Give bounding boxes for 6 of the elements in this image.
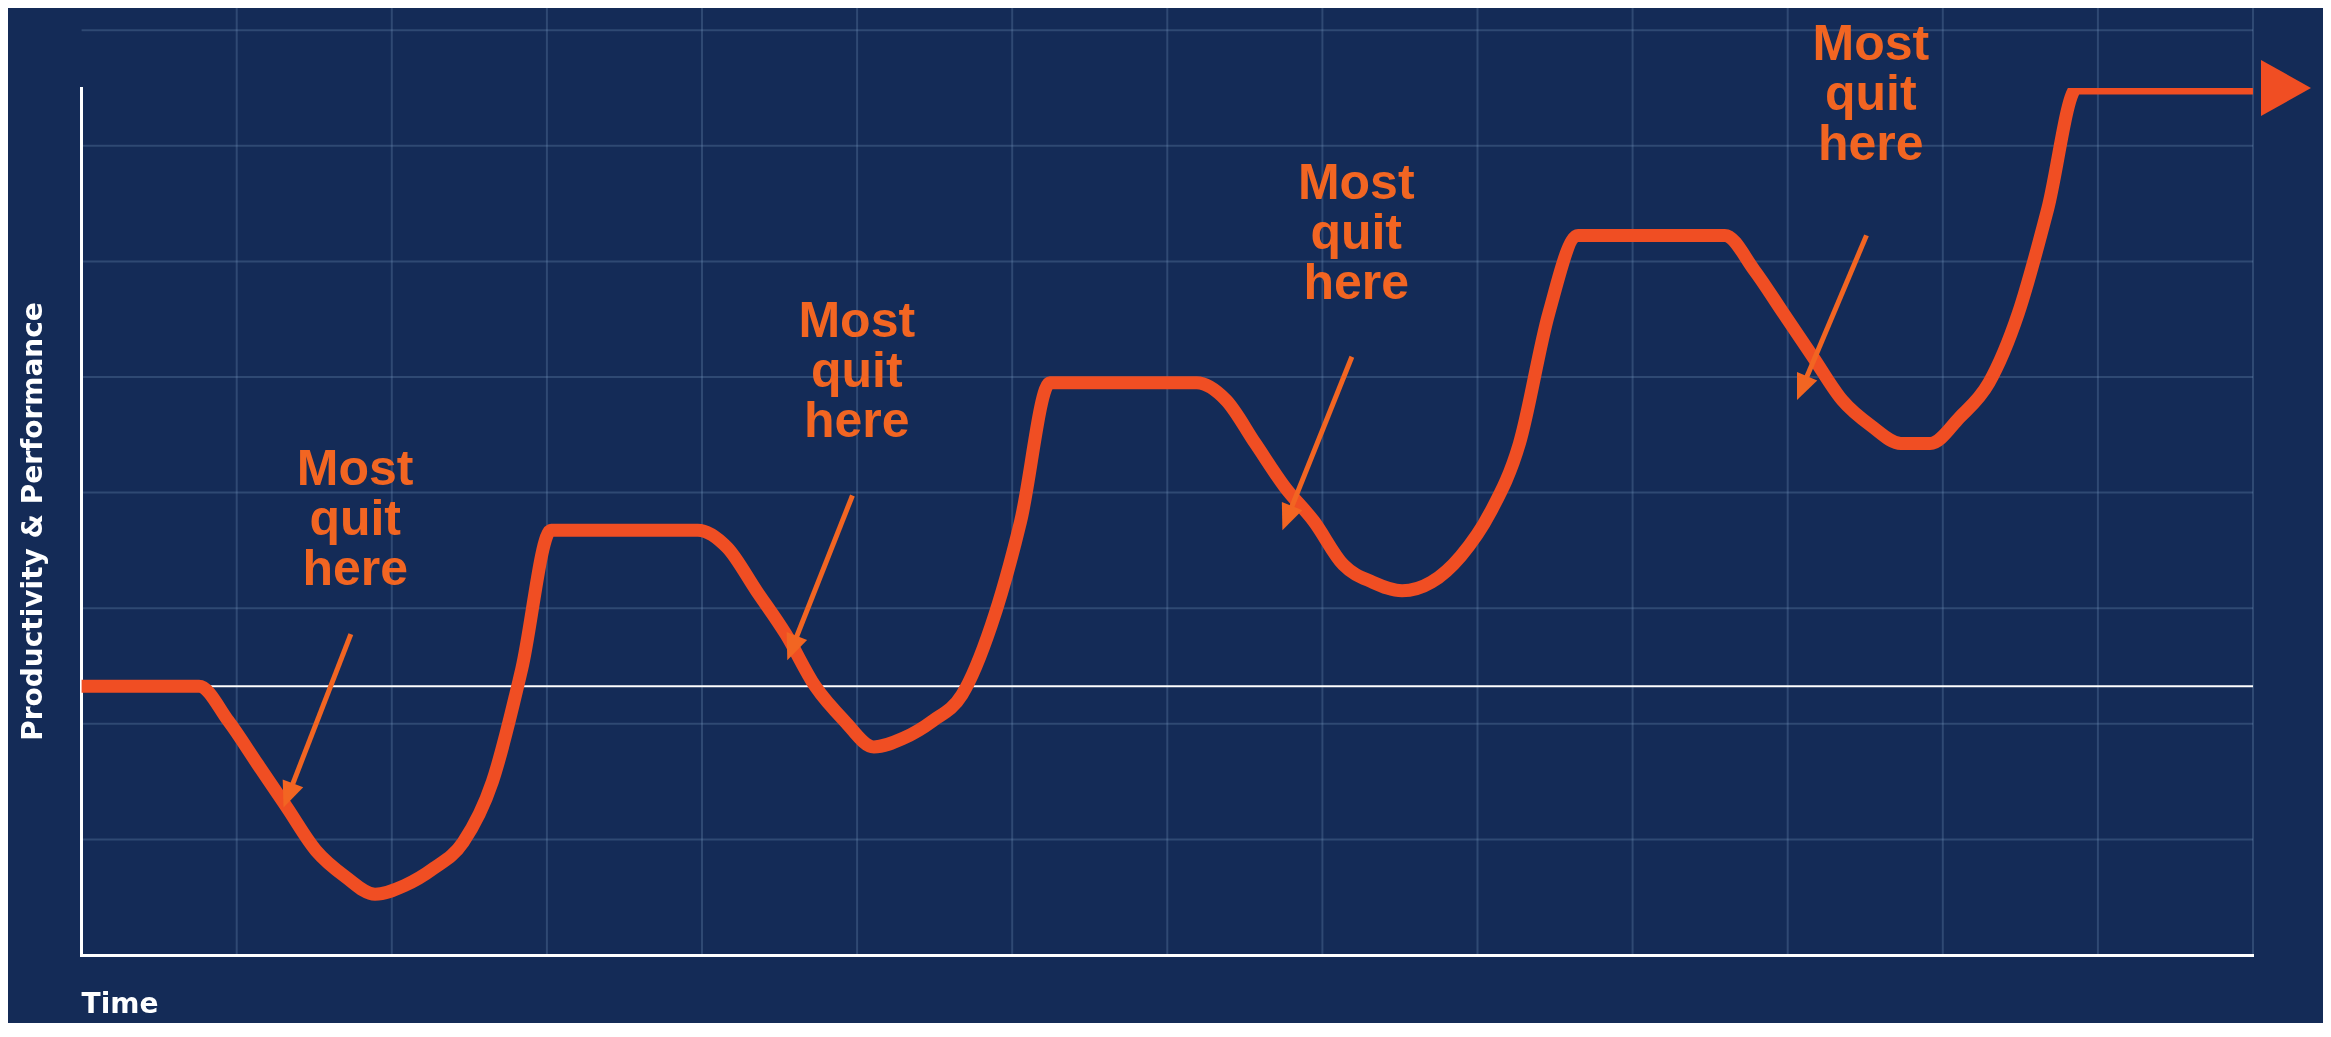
annotation: Most quit here [798,292,916,449]
annotation: Most quit here [1812,15,1930,172]
annotation: Most quit here [296,439,414,596]
x-axis-title: Time [81,987,159,1021]
y-axis-title: Productivity & Performance [16,302,50,741]
annotation: Most quit here [1297,153,1415,310]
